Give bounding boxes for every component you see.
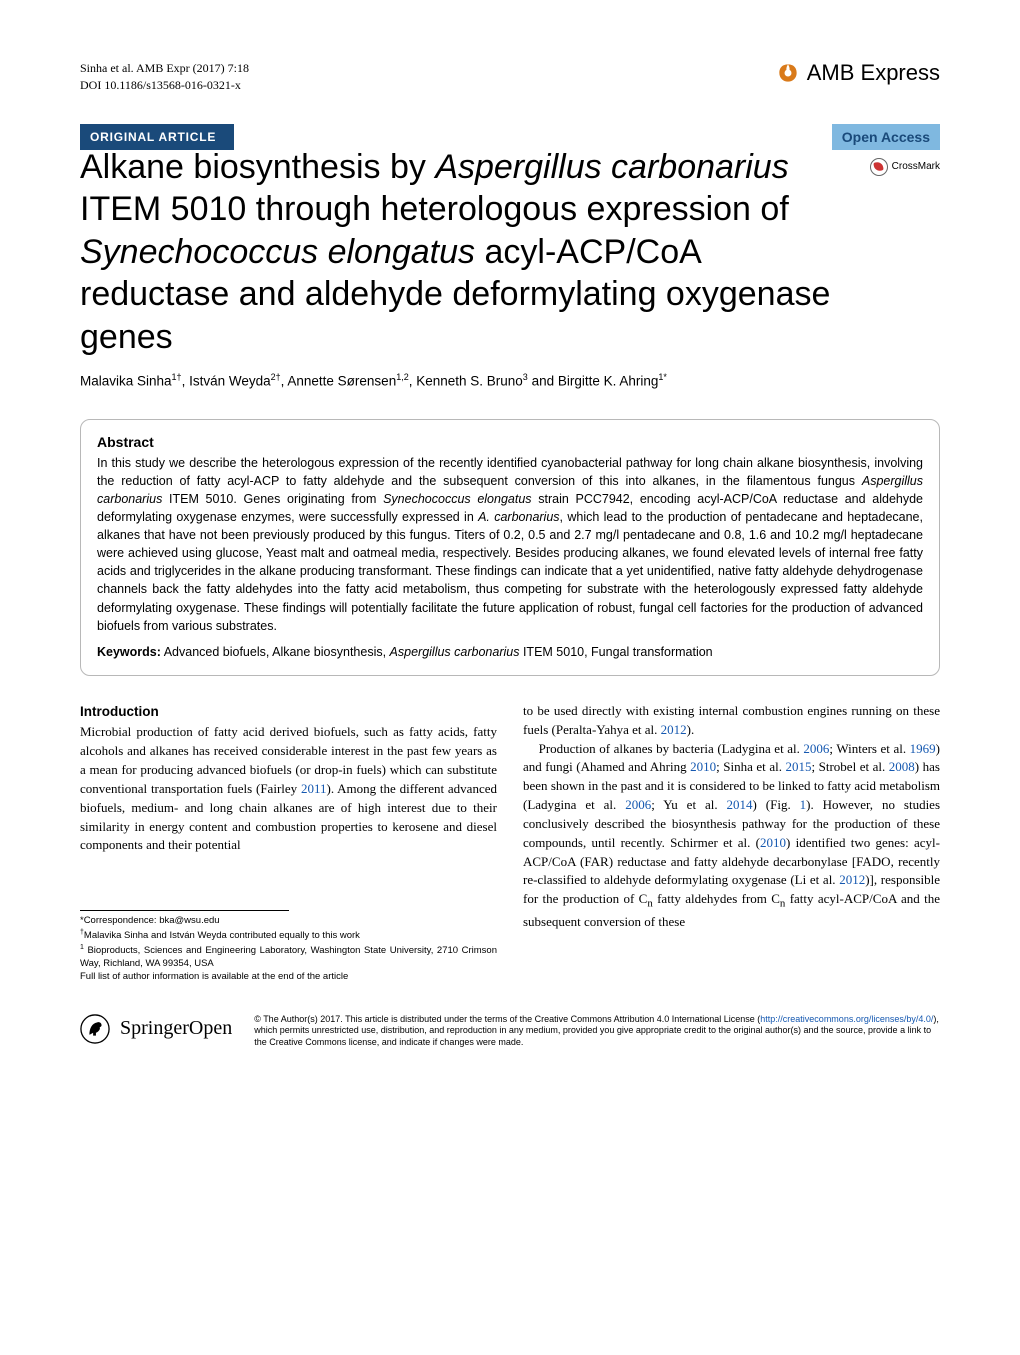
open-access-label: Open Access <box>832 124 940 150</box>
springer-horse-icon <box>80 1014 110 1044</box>
correspondence-line: *Correspondence: bka@wsu.edu <box>80 915 497 928</box>
equal-contrib-line: †Malavika Sinha and István Weyda contrib… <box>80 928 497 943</box>
intro-heading: Introduction <box>80 702 497 722</box>
crossmark-icon <box>870 158 888 176</box>
journal-brand: AMB Express <box>775 60 940 86</box>
crossmark-badge[interactable]: CrossMark <box>870 158 940 176</box>
affiliation-line: 1 Bioproducts, Sciences and Engineering … <box>80 943 497 971</box>
keywords-line: Keywords: Advanced biofuels, Alkane bios… <box>97 645 923 659</box>
column-right: to be used directly with existing intern… <box>523 702 940 984</box>
running-header: Sinha et al. AMB Expr (2017) 7:18 DOI 10… <box>80 60 940 94</box>
title-part-2: ITEM 5010 through heterologous expressio… <box>80 190 789 228</box>
license-text: © The Author(s) 2017. This article is di… <box>254 1014 940 1049</box>
abstract-box: Abstract In this study we describe the h… <box>80 419 940 676</box>
abstract-body: In this study we describe the heterologo… <box>97 454 923 635</box>
abstract-heading: Abstract <box>97 434 923 450</box>
footnote-separator <box>80 910 289 911</box>
springer-open-label: Open <box>189 1017 232 1039</box>
title-species-1: Aspergillus carbonarius <box>435 148 788 186</box>
doi-line: DOI 10.1186/s13568-016-0321-x <box>80 77 249 94</box>
article-title: Alkane biosynthesis by Aspergillus carbo… <box>80 146 940 359</box>
intro-col1-text: Microbial production of fatty acid deriv… <box>80 723 497 855</box>
springer-label: Springer <box>120 1017 189 1039</box>
springer-open-logo: SpringerOpen <box>80 1014 232 1044</box>
full-author-info-line: Full list of author information is avail… <box>80 971 497 984</box>
column-left: Introduction Microbial production of fat… <box>80 702 497 984</box>
author-list: Malavika Sinha1†, István Weyda2†, Annett… <box>80 372 940 389</box>
header-left: Sinha et al. AMB Expr (2017) 7:18 DOI 10… <box>80 60 249 94</box>
title-species-2: Synechococcus elongatus <box>80 233 475 271</box>
running-head-citation: Sinha et al. AMB Expr (2017) 7:18 <box>80 60 249 77</box>
intro-col2-p1: to be used directly with existing intern… <box>523 702 940 740</box>
crossmark-label: CrossMark <box>892 161 940 172</box>
keywords-label: Keywords: <box>97 645 161 659</box>
journal-name: AMB Express <box>807 60 940 86</box>
keywords-values: Advanced biofuels, Alkane biosynthesis, … <box>164 645 713 659</box>
amb-logo-icon <box>775 60 801 86</box>
body-columns: Introduction Microbial production of fat… <box>80 702 940 984</box>
intro-col2-p2: Production of alkanes by bacteria (Ladyg… <box>523 740 940 932</box>
footnotes-block: *Correspondence: bka@wsu.edu †Malavika S… <box>80 915 497 983</box>
title-part-1: Alkane biosynthesis by <box>80 148 435 186</box>
license-footer: SpringerOpen © The Author(s) 2017. This … <box>80 1014 940 1049</box>
